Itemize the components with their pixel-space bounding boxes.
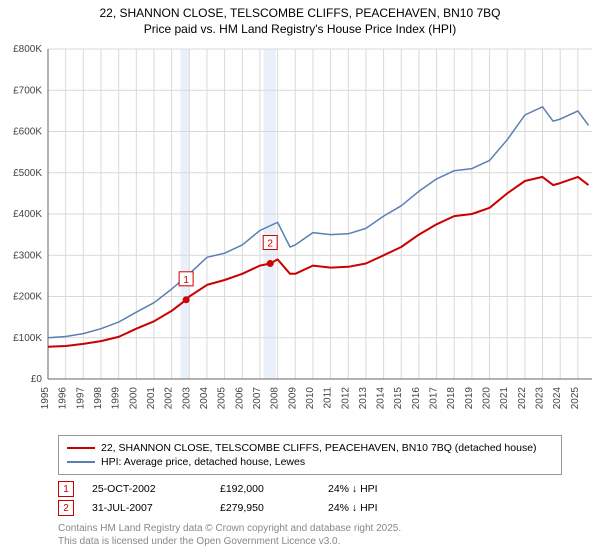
footer-line-1: Contains HM Land Registry data © Crown c… xyxy=(58,522,562,535)
svg-text:2014: 2014 xyxy=(376,387,387,410)
legend-swatch-2 xyxy=(67,461,95,463)
marker-delta-2: 24% ↓ HPI xyxy=(328,502,378,514)
title-line-1: 22, SHANNON CLOSE, TELSCOMBE CLIFFS, PEA… xyxy=(0,6,600,22)
svg-text:£500K: £500K xyxy=(13,168,42,179)
legend-row-2: HPI: Average price, detached house, Lewe… xyxy=(67,456,553,468)
svg-text:2025: 2025 xyxy=(570,387,581,410)
svg-text:2021: 2021 xyxy=(499,387,510,410)
legend-label-2: HPI: Average price, detached house, Lewe… xyxy=(101,456,305,468)
title-line-2: Price paid vs. HM Land Registry's House … xyxy=(0,22,600,38)
svg-text:£200K: £200K xyxy=(13,292,42,303)
marker-row-1: 1 25-OCT-2002 £192,000 24% ↓ HPI xyxy=(58,481,562,497)
svg-text:£100K: £100K xyxy=(13,333,42,344)
svg-text:2012: 2012 xyxy=(340,387,351,410)
svg-text:2019: 2019 xyxy=(464,387,475,410)
svg-text:£600K: £600K xyxy=(13,127,42,138)
svg-text:2008: 2008 xyxy=(270,387,281,410)
svg-text:2023: 2023 xyxy=(535,387,546,410)
svg-text:2004: 2004 xyxy=(199,387,210,410)
legend-swatch-1 xyxy=(67,447,95,449)
svg-text:2007: 2007 xyxy=(252,387,263,410)
svg-text:2013: 2013 xyxy=(358,387,369,410)
svg-text:1997: 1997 xyxy=(75,387,86,410)
svg-text:£700K: £700K xyxy=(13,85,42,96)
legend-box: 22, SHANNON CLOSE, TELSCOMBE CLIFFS, PEA… xyxy=(58,435,562,475)
marker-row-2: 2 31-JUL-2007 £279,950 24% ↓ HPI xyxy=(58,500,562,516)
svg-text:2003: 2003 xyxy=(181,387,192,410)
markers-block: 1 25-OCT-2002 £192,000 24% ↓ HPI 2 31-JU… xyxy=(58,481,562,516)
svg-text:2022: 2022 xyxy=(517,387,528,410)
svg-text:2010: 2010 xyxy=(305,387,316,410)
svg-text:2011: 2011 xyxy=(323,387,334,409)
svg-text:1995: 1995 xyxy=(40,387,51,410)
svg-text:2017: 2017 xyxy=(429,387,440,410)
svg-text:1: 1 xyxy=(183,275,189,286)
svg-text:1999: 1999 xyxy=(111,387,122,410)
svg-text:2015: 2015 xyxy=(393,387,404,410)
svg-text:2009: 2009 xyxy=(287,387,298,410)
svg-text:2006: 2006 xyxy=(234,387,245,410)
footer-block: Contains HM Land Registry data © Crown c… xyxy=(58,522,562,548)
marker-badge-2: 2 xyxy=(58,500,74,516)
legend-row-1: 22, SHANNON CLOSE, TELSCOMBE CLIFFS, PEA… xyxy=(67,442,553,454)
svg-text:£400K: £400K xyxy=(13,209,42,220)
svg-text:£0: £0 xyxy=(31,374,43,385)
chart-area: £0 £100K £200K £300K £400K £500K £600K £700K £80… xyxy=(0,39,600,429)
marker-delta-1: 24% ↓ HPI xyxy=(328,483,378,495)
svg-text:2016: 2016 xyxy=(411,387,422,410)
svg-text:£300K: £300K xyxy=(13,250,42,261)
svg-text:2024: 2024 xyxy=(552,387,563,410)
title-block: 22, SHANNON CLOSE, TELSCOMBE CLIFFS, PEA… xyxy=(0,0,600,39)
chart-svg: £0 £100K £200K £300K £400K £500K £600K £700K £80… xyxy=(0,39,600,429)
svg-text:1996: 1996 xyxy=(58,387,69,410)
marker-price-2: £279,950 xyxy=(220,502,310,514)
chart-container: 22, SHANNON CLOSE, TELSCOMBE CLIFFS, PEA… xyxy=(0,0,600,560)
marker-date-2: 31-JUL-2007 xyxy=(92,502,202,514)
footer-line-2: This data is licensed under the Open Gov… xyxy=(58,535,562,548)
marker-badge-1: 1 xyxy=(58,481,74,497)
svg-text:£800K: £800K xyxy=(13,44,42,55)
svg-text:2001: 2001 xyxy=(146,387,157,410)
legend-label-1: 22, SHANNON CLOSE, TELSCOMBE CLIFFS, PEA… xyxy=(101,442,537,454)
svg-text:2: 2 xyxy=(267,239,273,250)
svg-text:2000: 2000 xyxy=(128,387,139,410)
marker-date-1: 25-OCT-2002 xyxy=(92,483,202,495)
svg-text:2020: 2020 xyxy=(482,387,493,410)
svg-text:2005: 2005 xyxy=(217,387,228,410)
svg-text:1998: 1998 xyxy=(93,387,104,410)
marker-price-1: £192,000 xyxy=(220,483,310,495)
svg-text:2018: 2018 xyxy=(446,387,457,410)
svg-text:2002: 2002 xyxy=(164,387,175,410)
